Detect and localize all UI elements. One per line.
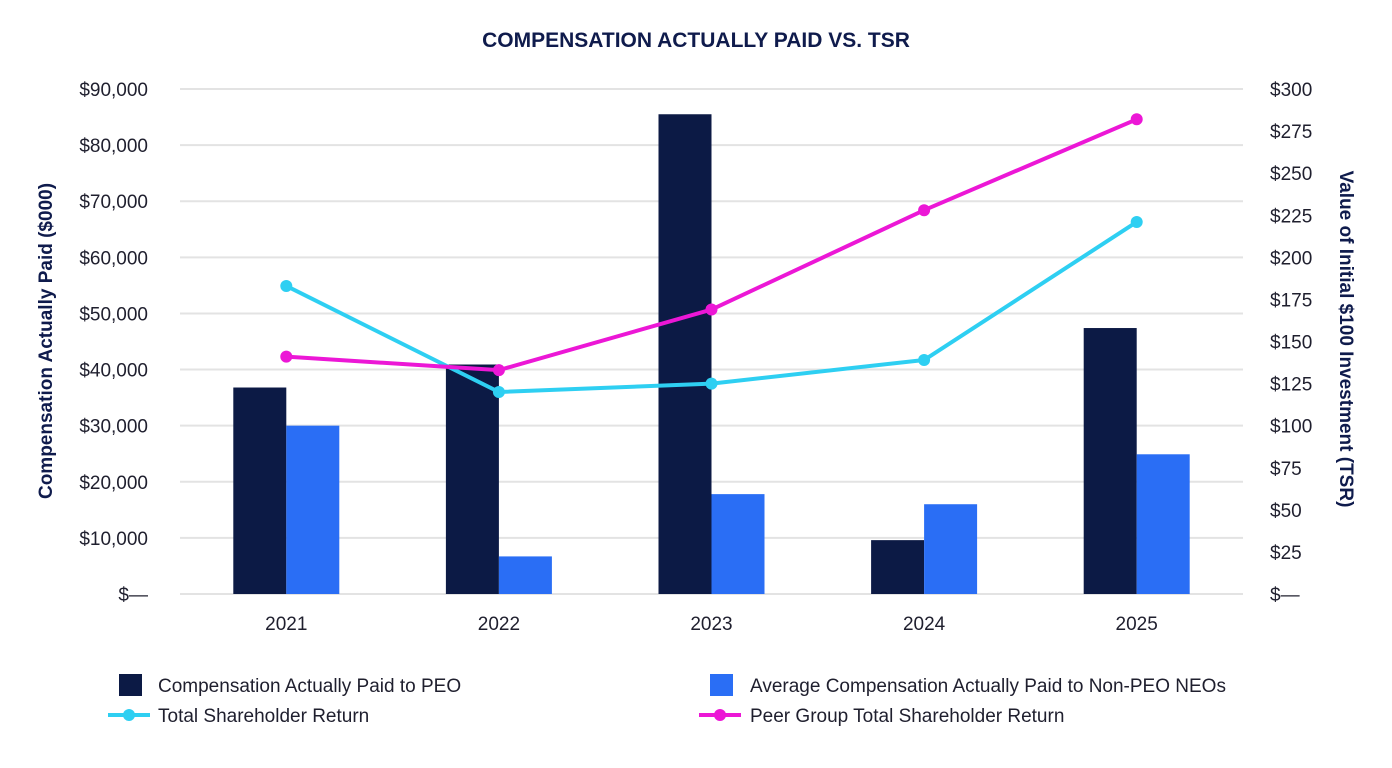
left-axis-title: Compensation Actually Paid ($000) bbox=[36, 183, 57, 499]
tsr-point-2023 bbox=[705, 377, 718, 390]
bar-non-peo-2025 bbox=[1136, 454, 1190, 594]
y2-tick-label: $— bbox=[1270, 585, 1300, 606]
bar-non-peo-2021 bbox=[286, 425, 340, 594]
x-tick-label: 2023 bbox=[690, 614, 732, 635]
y-tick-label: $40,000 bbox=[79, 361, 148, 382]
legend-swatch bbox=[710, 674, 733, 696]
right-axis-ticks: $— $25 $50 $75 $100 $125 $150 $175 $200 $225 $250 $… bbox=[1270, 80, 1312, 606]
y2-tick-label: $275 bbox=[1270, 122, 1312, 143]
bar-peo-2024 bbox=[871, 540, 925, 594]
bar-peo-2022 bbox=[445, 364, 499, 594]
bar-peo-2021 bbox=[233, 387, 287, 594]
bar-non-peo-2022 bbox=[498, 556, 552, 594]
tsr-point-2021 bbox=[280, 279, 293, 292]
x-tick-label: 2024 bbox=[903, 614, 946, 635]
y-tick-label: $10,000 bbox=[79, 529, 148, 550]
legend-swatch bbox=[119, 674, 142, 696]
lines bbox=[280, 113, 1143, 398]
y2-tick-label: $225 bbox=[1270, 206, 1312, 227]
y2-tick-label: $150 bbox=[1270, 333, 1312, 354]
y-tick-label: $60,000 bbox=[79, 248, 148, 269]
y-tick-label: $— bbox=[118, 585, 148, 606]
y-tick-label: $50,000 bbox=[79, 304, 148, 325]
y-tick-label: $70,000 bbox=[79, 192, 148, 213]
bar-peo-2023 bbox=[658, 114, 712, 594]
y2-tick-label: $200 bbox=[1270, 248, 1312, 269]
chart-title: COMPENSATION ACTUALLY PAID VS. TSR bbox=[482, 29, 910, 52]
legend-label: Total Shareholder Return bbox=[158, 706, 369, 727]
y2-tick-label: $300 bbox=[1270, 80, 1312, 101]
y2-tick-label: $250 bbox=[1270, 164, 1312, 185]
legend-label: Peer Group Total Shareholder Return bbox=[750, 706, 1064, 727]
y2-tick-label: $50 bbox=[1270, 501, 1302, 522]
peer-tsr-point-2022 bbox=[492, 364, 505, 377]
right-axis-title: Value of Initial $100 Investment (TSR) bbox=[1335, 171, 1356, 508]
peer-tsr-point-2024 bbox=[918, 204, 931, 217]
legend-marker bbox=[714, 709, 726, 721]
y2-tick-label: $125 bbox=[1270, 375, 1312, 396]
legend-label: Average Compensation Actually Paid to No… bbox=[750, 676, 1226, 697]
legend-label: Compensation Actually Paid to PEO bbox=[158, 676, 461, 697]
y2-tick-label: $25 bbox=[1270, 543, 1302, 564]
peer-tsr-point-2023 bbox=[705, 303, 718, 316]
y-tick-label: $20,000 bbox=[79, 473, 148, 494]
y-tick-label: $80,000 bbox=[79, 136, 148, 157]
y2-tick-label: $100 bbox=[1270, 417, 1312, 438]
legend: Compensation Actually Paid to PEO Average… bbox=[108, 674, 1226, 727]
bar-peo-2025 bbox=[1083, 328, 1137, 594]
x-tick-label: 2022 bbox=[478, 614, 520, 635]
y2-tick-label: $75 bbox=[1270, 459, 1302, 480]
left-axis-ticks: $— $10,000 $20,000 $30,000 $40,000 $50,000 $60… bbox=[79, 80, 148, 606]
x-axis-ticks: 2021 2022 2023 2024 2025 bbox=[265, 614, 1158, 635]
y-tick-label: $30,000 bbox=[79, 417, 148, 438]
tsr-point-2025 bbox=[1130, 215, 1143, 228]
y-tick-label: $90,000 bbox=[79, 80, 148, 101]
peer-tsr-point-2021 bbox=[280, 350, 293, 363]
x-tick-label: 2021 bbox=[265, 614, 307, 635]
bar-non-peo-2023 bbox=[711, 494, 765, 594]
peer-tsr-point-2025 bbox=[1130, 113, 1143, 126]
tsr-point-2024 bbox=[918, 354, 931, 367]
x-tick-label: 2025 bbox=[1116, 614, 1158, 635]
bar-non-peo-2024 bbox=[924, 504, 978, 594]
legend-marker bbox=[123, 709, 135, 721]
tsr-point-2022 bbox=[492, 386, 505, 398]
y2-tick-label: $175 bbox=[1270, 290, 1312, 311]
bars bbox=[233, 114, 1190, 594]
